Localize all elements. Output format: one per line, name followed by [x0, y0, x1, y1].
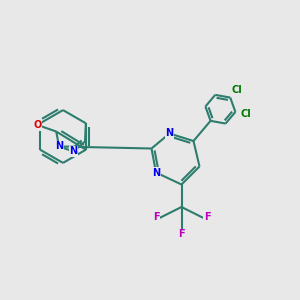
Text: F: F [153, 212, 159, 223]
Text: F: F [178, 229, 185, 239]
Text: N: N [55, 142, 63, 152]
Text: N: N [165, 128, 174, 139]
Text: F: F [204, 212, 210, 223]
Text: Cl: Cl [240, 109, 251, 119]
Text: Cl: Cl [232, 85, 242, 94]
Text: O: O [33, 120, 42, 130]
Text: N: N [69, 146, 78, 157]
Text: N: N [152, 167, 160, 178]
